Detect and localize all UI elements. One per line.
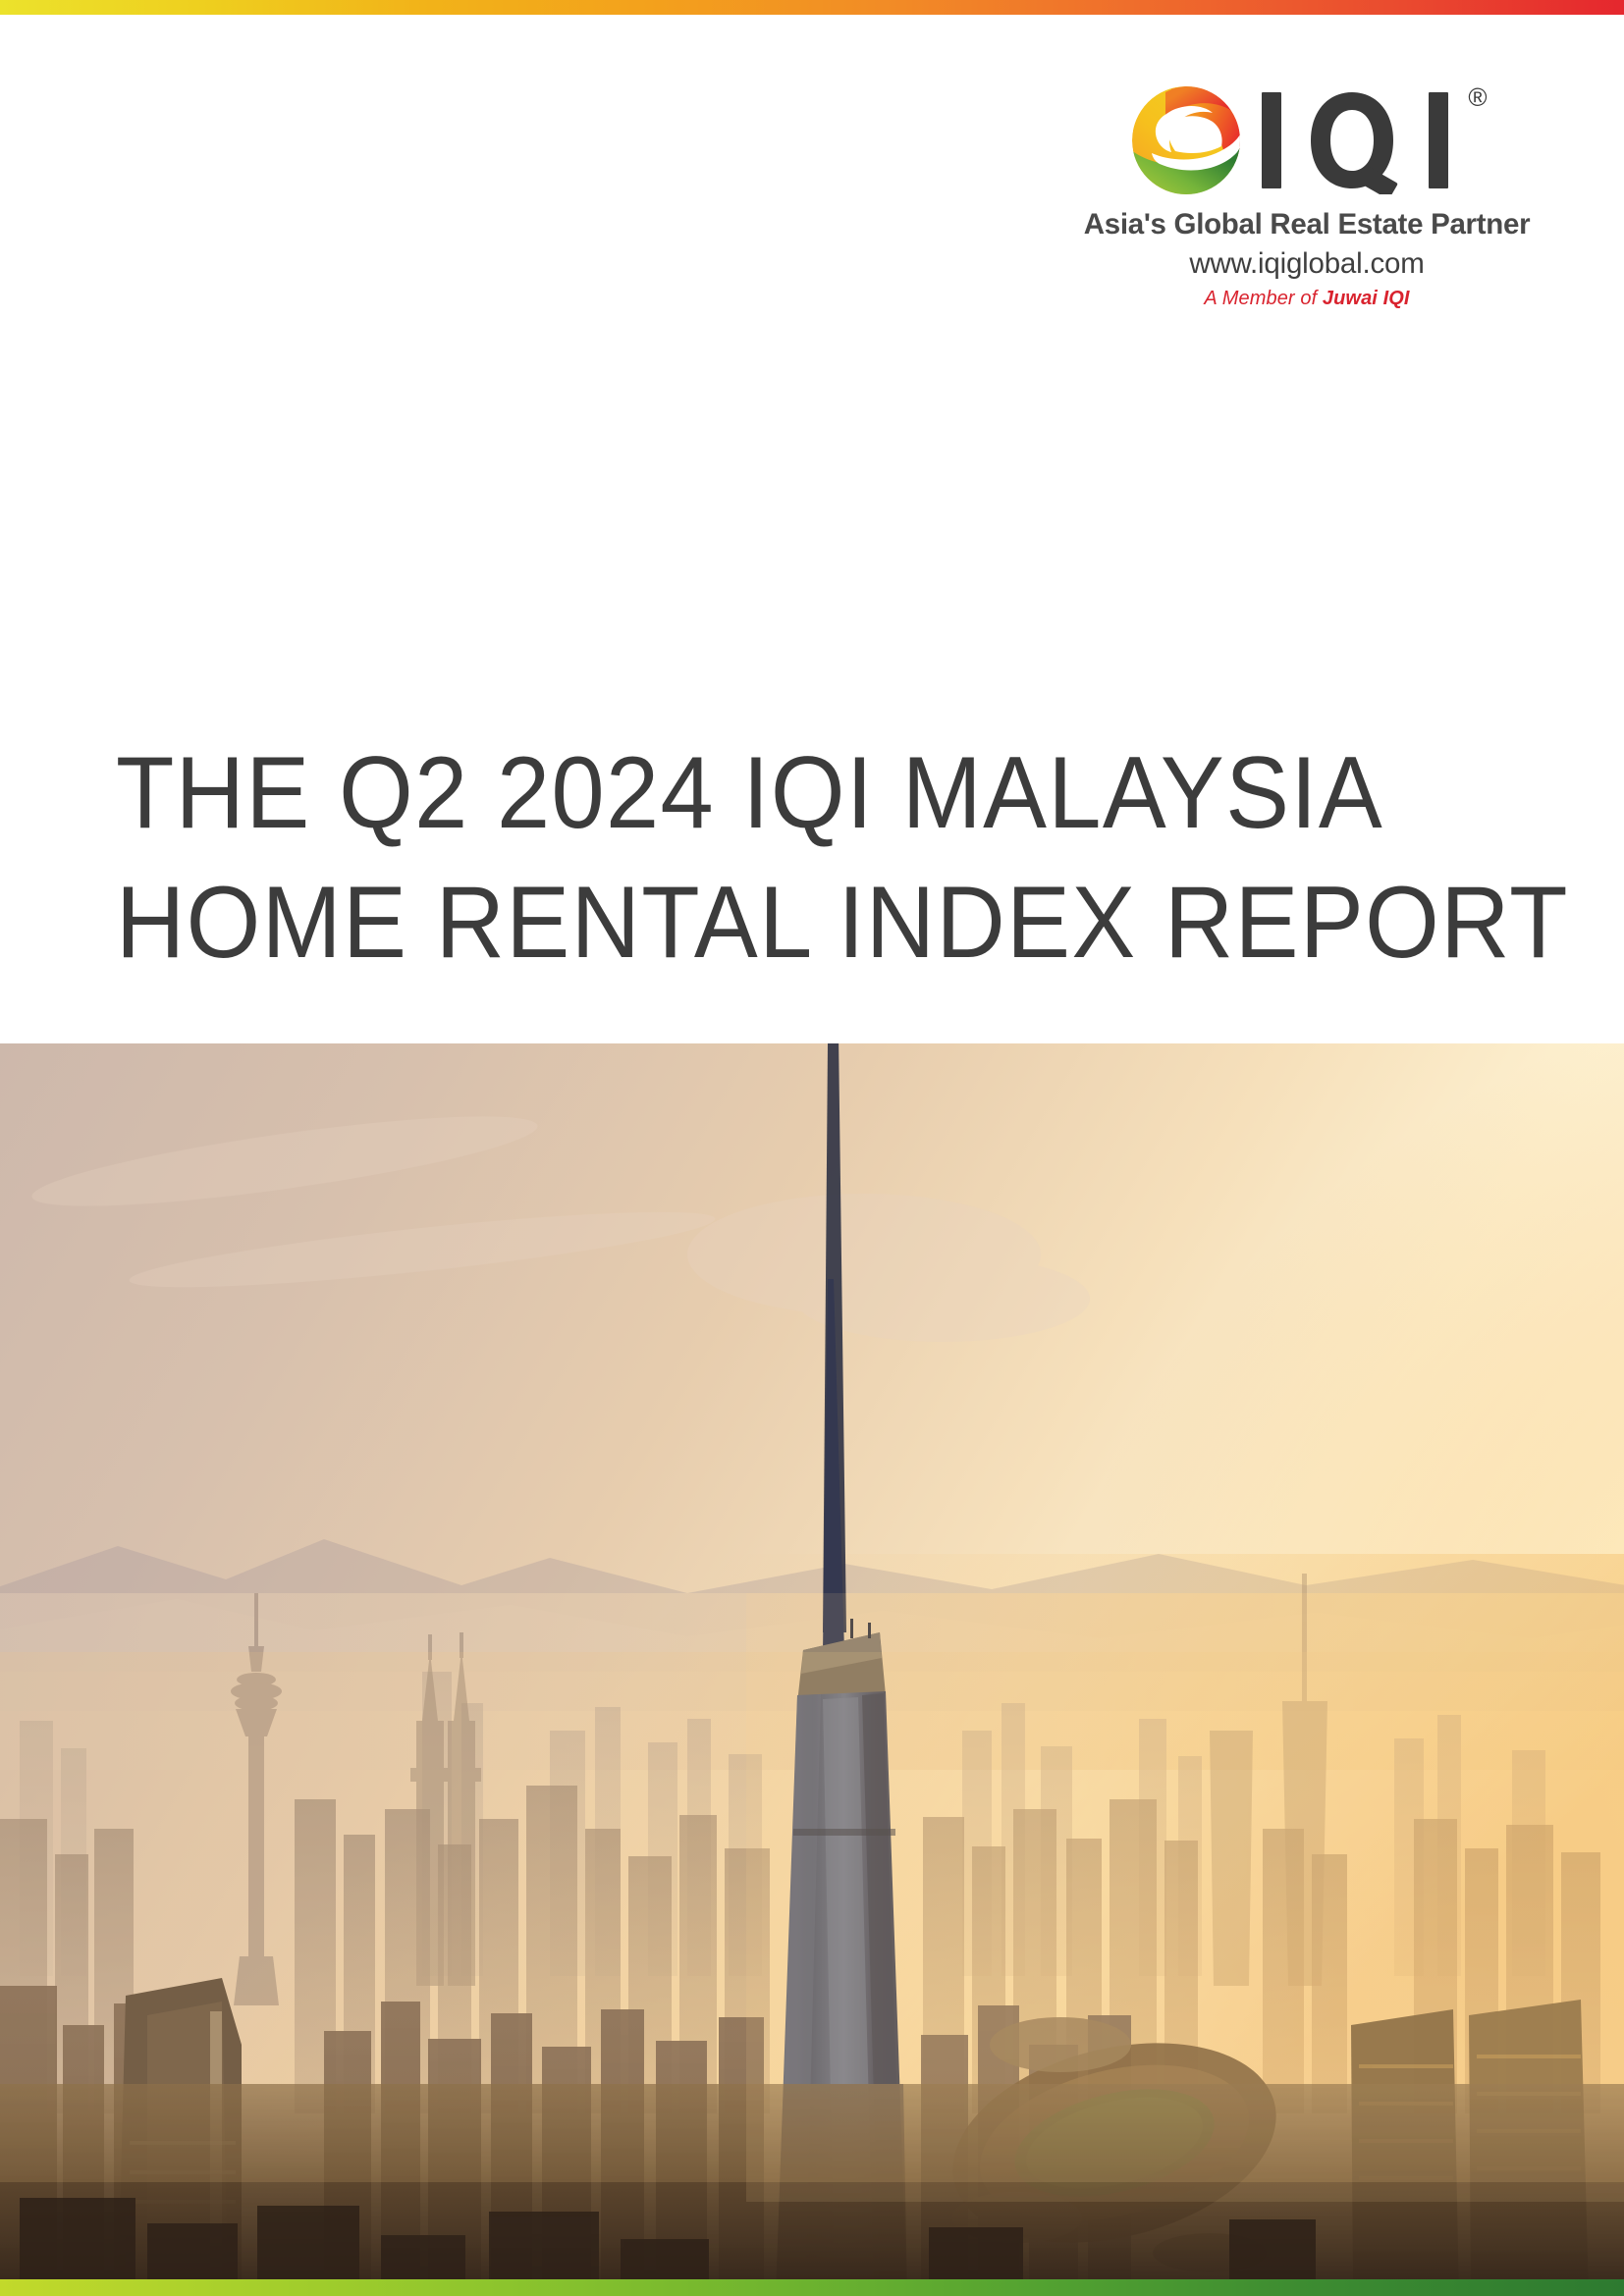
brand-tagline: Asia's Global Real Estate Partner: [1083, 208, 1531, 240]
page-title: THE Q2 2024 IQI MALAYSIA HOME RENTAL IND…: [116, 728, 1569, 988]
kuala-lumpur-skyline-photo: [0, 1043, 1624, 2296]
iqi-sphere-icon: [1126, 80, 1246, 200]
registered-trademark-icon: ®: [1468, 82, 1488, 112]
title-line-1: THE Q2 2024 IQI MALAYSIA: [116, 736, 1384, 850]
logo-lockup: ®: [1066, 77, 1547, 204]
member-prefix-text: A Member of: [1204, 288, 1323, 309]
bottom-gradient-bar: [0, 2279, 1624, 2296]
parent-company-name: Juwai IQI: [1322, 288, 1410, 309]
brand-website[interactable]: www.iqiglobal.com: [1189, 247, 1425, 280]
parent-company-note: A Member of Juwai IQI: [1066, 288, 1547, 310]
title-line-2: HOME RENTAL INDEX REPORT: [116, 866, 1569, 981]
iqi-wordmark: ®: [1260, 80, 1488, 200]
brand-logo-block: ® Asia's Global Real Estate Partner www.…: [1066, 77, 1547, 310]
top-gradient-bar: [0, 0, 1624, 15]
